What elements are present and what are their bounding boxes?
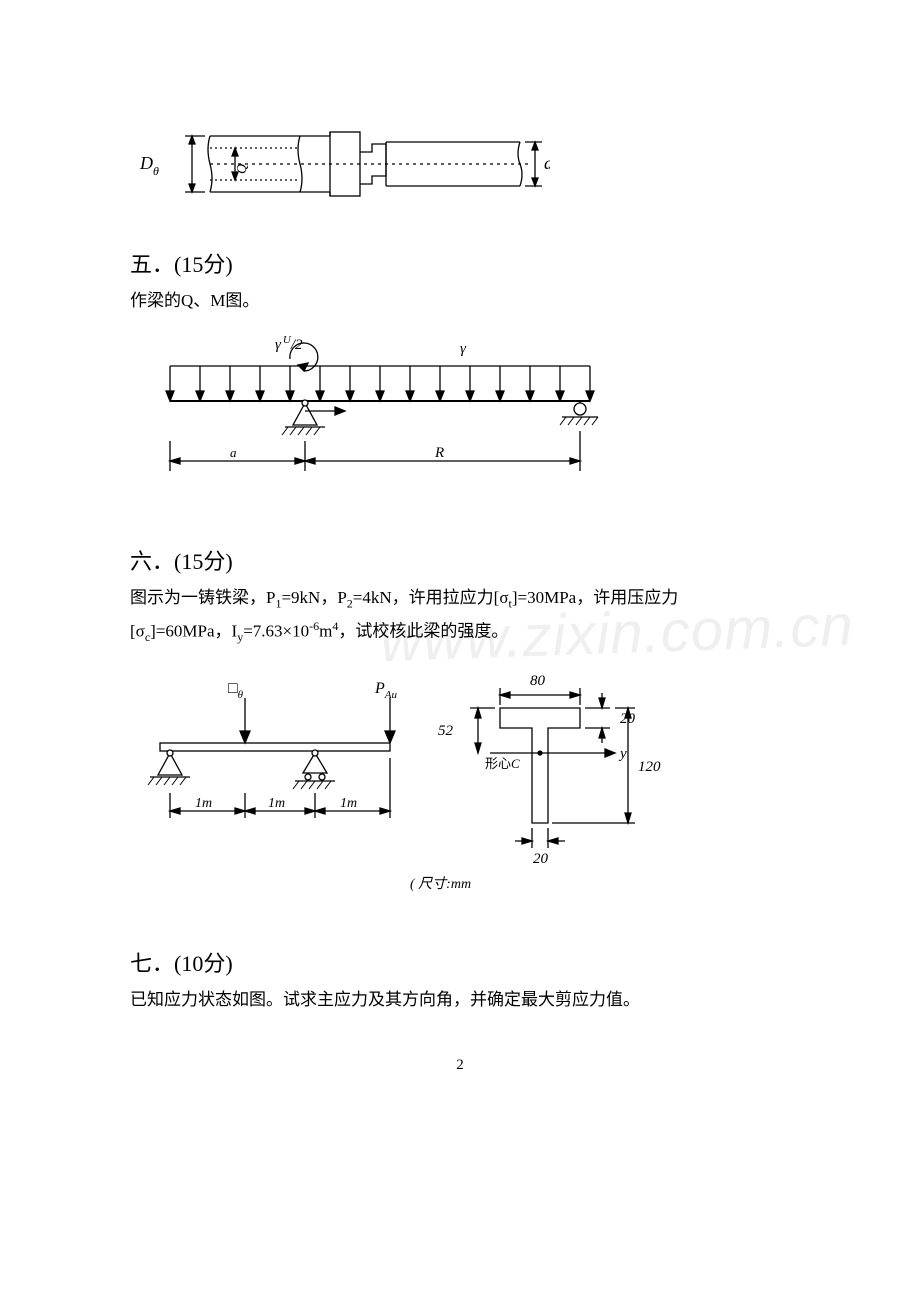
span2-label: 1m: [268, 796, 285, 811]
q5-body: 作梁的Q、M图。: [130, 285, 790, 317]
q7-title: 七．(10分): [130, 946, 790, 978]
q7-body: 已知应力状态如图。试求主应力及其方向角，并确定最大剪应力值。: [130, 984, 790, 1016]
shaft-D-label: Dθ: [139, 153, 159, 178]
dim-120: 120: [638, 759, 661, 775]
q6-title: 六．(15分): [130, 544, 790, 576]
shaft-Q-label: Q: [235, 164, 250, 174]
dim-80: 80: [530, 673, 546, 689]
dim-20-flange: 20: [620, 711, 636, 727]
span-R-label: R: [434, 445, 444, 461]
q5-title: 五．(15分): [130, 247, 790, 279]
page-number: 2: [130, 1057, 790, 1074]
figure-beam-qm: γU/2 γ a R: [130, 331, 790, 516]
dim-52: 52: [438, 723, 454, 739]
P2-label: PAu: [374, 680, 398, 701]
span1-label: 1m: [195, 796, 212, 811]
span-a-label: a: [230, 445, 237, 460]
centroid-label: 形心C: [485, 756, 520, 771]
shaft-d-label: d: [544, 153, 550, 173]
q6-body: 图示为一铸铁梁，P1=9kN，P2=4kN，许用拉应力[σt]=30MPa，许用…: [130, 582, 790, 649]
P1-label: □θ: [228, 680, 244, 701]
span3-label: 1m: [340, 796, 357, 811]
figure-shaft: Dθ Q d: [130, 114, 790, 219]
moment-label: γU/2: [275, 334, 303, 353]
fig-caption: ( 尺寸:mm: [410, 876, 471, 892]
dim-20-web: 20: [533, 851, 549, 867]
figure-cast-iron-beam: □θ PAu 1m 1m 1m: [130, 663, 790, 918]
q-load-label: γ: [460, 341, 467, 357]
y-axis-label: y: [618, 746, 627, 762]
